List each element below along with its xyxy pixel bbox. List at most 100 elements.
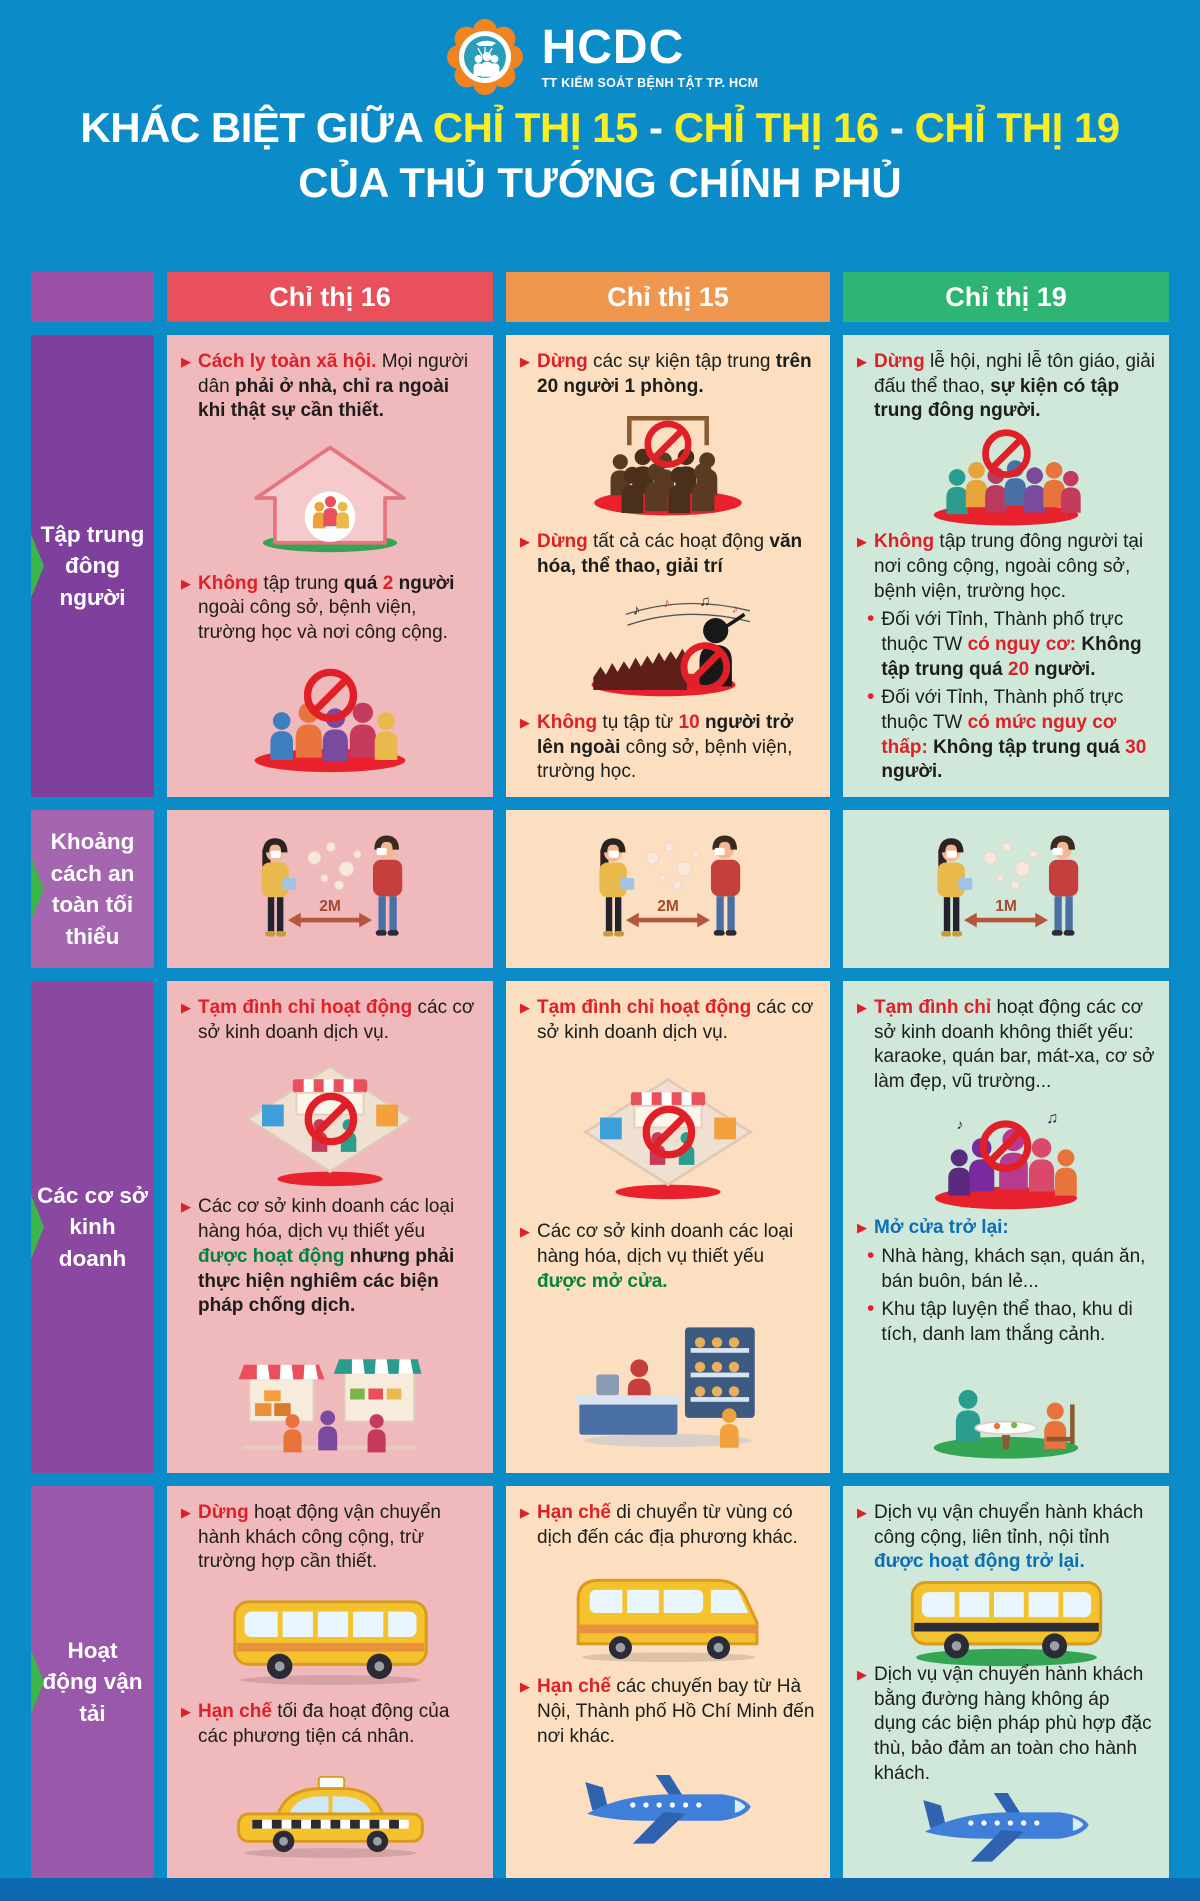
arrow-bullet-icon: ▶ bbox=[181, 354, 191, 369]
rule-text: Các cơ sở kinh doanh các loại hàng hóa, … bbox=[537, 1221, 794, 1292]
rule-text: Tạm đình chỉ hoạt động các cơ sở kinh do… bbox=[874, 997, 1155, 1093]
arrow-bullet-icon: ▶ bbox=[857, 354, 867, 369]
cell-transport-directive15: ▶ Hạn chế di chuyển từ vùng có dịch đến … bbox=[506, 1486, 830, 1878]
arrow-bullet-icon: ▶ bbox=[520, 354, 530, 369]
rule-item: ▶ Hạn chế các chuyến bay từ Hà Nội, Thàn… bbox=[520, 1675, 816, 1749]
dot-bullet-icon: • bbox=[867, 1243, 875, 1267]
rule-item: ▶ Không tập trung đông người tại nơi côn… bbox=[857, 530, 1155, 604]
arrow-bullet-icon: ▶ bbox=[520, 714, 530, 730]
rule-item: ▶ Các cơ sở kinh doanh các loại hàng hóa… bbox=[181, 1195, 479, 1318]
title-line-1: KHÁC BIỆT GIỮA CHỈ THỊ 15 - CHỈ THỊ 16 -… bbox=[80, 104, 1120, 151]
restaurant-illustration bbox=[857, 1356, 1155, 1461]
distance-2m-illustration: 2M bbox=[175, 818, 485, 960]
arrow-bullet-icon: ▶ bbox=[181, 1703, 191, 1719]
bus-illustration bbox=[857, 1580, 1155, 1667]
rule-text: Không tập trung quá 2 người ngoài công s… bbox=[198, 572, 455, 643]
arrow-bullet-icon: ▶ bbox=[857, 1220, 867, 1236]
column-header-directive-16: Chỉ thị 16 bbox=[167, 272, 493, 322]
no-crowd-illustration bbox=[857, 432, 1155, 526]
bottom-strip bbox=[0, 1878, 1200, 1901]
rule-text: Dừng các sự kiện tập trung trên 20 người… bbox=[537, 351, 812, 397]
rule-item: ▶ Hạn chế di chuyển từ vùng có dịch đến … bbox=[520, 1501, 816, 1550]
rule-item: ▶ Các cơ sở kinh doanh các loại hàng hóa… bbox=[520, 1220, 816, 1294]
cell-transport-directive16: ▶ Dừng hoạt động vận chuyển hành khách c… bbox=[167, 1486, 493, 1878]
stay-home-illustration bbox=[181, 432, 479, 563]
poster-title: KHÁC BIỆT GIỮA CHỈ THỊ 15 - CHỈ THỊ 16 -… bbox=[0, 102, 1200, 209]
arrow-bullet-icon: ▶ bbox=[520, 1679, 530, 1695]
rule-text: Không tập trung đông người tại nơi công … bbox=[874, 531, 1144, 602]
cell-gatherings-directive19: ▶ Dừng lễ hội, nghi lễ tôn giáo, giải đấ… bbox=[843, 335, 1169, 797]
comparison-table: Chỉ thị 16 Chỉ thị 15 Chỉ thị 19 Tập tru… bbox=[31, 272, 1169, 1878]
cell-gatherings-directive15: ▶ Dừng các sự kiện tập trung trên 20 ngư… bbox=[506, 335, 830, 797]
essential-store-illustration bbox=[520, 1302, 816, 1461]
dot-bullet-icon: • bbox=[867, 1297, 875, 1321]
market-illustration bbox=[181, 1327, 479, 1461]
rule-item: ▶ Mở cửa trở lại: bbox=[857, 1216, 1155, 1241]
no-gathering-illustration bbox=[181, 654, 479, 785]
closed-shop-illustration bbox=[520, 1053, 816, 1212]
column-header-directive-19: Chỉ thị 19 bbox=[843, 272, 1169, 322]
rule-item: ▶ Dịch vụ vận chuyển hành khách công cộn… bbox=[857, 1501, 1155, 1575]
no-concert-illustration: ♪ ♪ ♫ ♪ bbox=[520, 588, 816, 703]
dot-bullet-icon: • bbox=[867, 607, 875, 631]
cell-businesses-directive19: ▶ Tạm đình chỉ hoạt động các cơ sở kinh … bbox=[843, 981, 1169, 1473]
cell-distance-directive19: 1M bbox=[843, 810, 1169, 968]
cell-transport-directive19: ▶ Dịch vụ vận chuyển hành khách công cộn… bbox=[843, 1486, 1169, 1878]
rule-text: Tạm đình chỉ hoạt động các cơ sở kinh do… bbox=[537, 997, 814, 1043]
taxi-illustration bbox=[181, 1757, 479, 1866]
rule-text: Không tụ tập từ 10 người trở lên ngoài c… bbox=[537, 711, 794, 783]
column-header-directive-15: Chỉ thị 15 bbox=[506, 272, 830, 322]
airplane-illustration bbox=[857, 1793, 1155, 1866]
rule-text: Đối với Tỉnh, Thành phố trực thuộc TW có… bbox=[881, 609, 1142, 680]
rule-item: ▶ Dịch vụ vận chuyển hành khách bằng đườ… bbox=[857, 1663, 1155, 1786]
rule-item: ▶ Hạn chế tối đa hoạt động của các phươn… bbox=[181, 1700, 479, 1749]
dot-bullet-icon: • bbox=[867, 685, 875, 709]
arrow-bullet-icon: ▶ bbox=[520, 534, 530, 550]
rule-text: Đối với Tỉnh, Thành phố trực thuộc TW có… bbox=[881, 687, 1147, 783]
rule-text: Dừng hoạt động vận chuyển hành khách côn… bbox=[198, 1502, 441, 1573]
van-illustration bbox=[520, 1558, 816, 1667]
arrow-bullet-icon: ▶ bbox=[181, 1199, 191, 1215]
rule-text: Khu tập luyện thể thao, khu di tích, dan… bbox=[881, 1299, 1133, 1345]
rule-item: ▶ Dừng tất cả các hoạt động văn hóa, thể… bbox=[520, 530, 816, 579]
rule-subitem: • Đối với Tỉnh, Thành phố trực thuộc TW … bbox=[867, 608, 1155, 682]
rule-subitem: • Khu tập luyện thể thao, khu di tích, d… bbox=[867, 1298, 1155, 1347]
arrow-bullet-icon: ▶ bbox=[857, 534, 867, 550]
distance-label: 1M bbox=[995, 898, 1017, 915]
no-nightlife-illustration: ♪ ♫ bbox=[857, 1103, 1155, 1210]
arrow-bullet-icon: ▶ bbox=[181, 1000, 191, 1015]
closed-shop-illustration bbox=[181, 1053, 479, 1187]
svg-text:♫: ♫ bbox=[700, 594, 711, 610]
rule-subitem: • Nhà hàng, khách sạn, quán ăn, bán buôn… bbox=[867, 1245, 1155, 1294]
arrow-bullet-icon: ▶ bbox=[520, 1000, 530, 1015]
rule-text: Dừng lễ hội, nghi lễ tôn giáo, giải đấu … bbox=[874, 351, 1155, 422]
arrow-bullet-icon: ▶ bbox=[857, 1505, 867, 1520]
airplane-illustration bbox=[520, 1757, 816, 1866]
rule-text: Nhà hàng, khách sạn, quán ăn, bán buôn, … bbox=[881, 1245, 1146, 1292]
distance-2m-illustration: 2M bbox=[514, 818, 822, 960]
cell-businesses-directive16: ▶ Tạm đình chỉ hoạt động các cơ sở kinh … bbox=[167, 981, 493, 1473]
cell-gatherings-directive16: ▶ Cách ly toàn xã hội. Mọi người dân phả… bbox=[167, 335, 493, 797]
rule-text: Dừng tất cả các hoạt động văn hóa, thể t… bbox=[537, 531, 803, 578]
row-label-businesses: Các cơ sở kinh doanh bbox=[31, 981, 154, 1473]
arrow-bullet-icon: ▶ bbox=[520, 1224, 530, 1240]
hcdc-logo: HCDC TT KIỂM SOÁT BỆNH TẬT TP. HCM bbox=[0, 14, 1200, 100]
title-line-2: CỦA THỦ TƯỚNG CHÍNH PHỦ bbox=[298, 158, 902, 206]
rule-item: ▶ Dừng các sự kiện tập trung trên 20 ngư… bbox=[520, 350, 816, 399]
rule-text: Dịch vụ vận chuyển hành khách bằng đường… bbox=[874, 1663, 1152, 1784]
rule-item: ▶ Cách ly toàn xã hội. Mọi người dân phả… bbox=[181, 350, 479, 424]
row-label-transport: Hoạt động vận tải bbox=[31, 1486, 154, 1878]
rule-item: ▶ Tạm đình chỉ hoạt động các cơ sở kinh … bbox=[520, 996, 816, 1045]
rule-text: Các cơ sở kinh doanh các loại hàng hóa, … bbox=[198, 1196, 455, 1317]
rule-subitem: • Đối với Tỉnh, Thành phố trực thuộc TW … bbox=[867, 686, 1155, 785]
rule-item: ▶ Dừng hoạt động vận chuyển hành khách c… bbox=[181, 1501, 479, 1575]
svg-text:♫: ♫ bbox=[1046, 1111, 1058, 1128]
svg-text:♪: ♪ bbox=[633, 603, 640, 619]
no-events-illustration bbox=[520, 407, 816, 522]
svg-text:♪: ♪ bbox=[732, 603, 738, 616]
logo-subtitle: TT KIỂM SOÁT BỆNH TẬT TP. HCM bbox=[541, 76, 759, 90]
rule-text: Hạn chế di chuyển từ vùng có dịch đến cá… bbox=[537, 1502, 798, 1548]
rule-item: ▶ Tạm đình chỉ hoạt động các cơ sở kinh … bbox=[857, 996, 1155, 1095]
arrow-bullet-icon: ▶ bbox=[181, 1505, 191, 1520]
